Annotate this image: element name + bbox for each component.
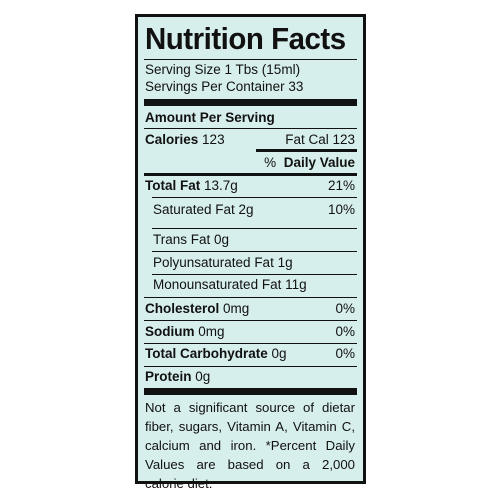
footnote-line: Values are based on a 2,000	[145, 457, 355, 472]
sodium-label: Sodium	[145, 323, 195, 339]
amount-per-serving: Amount Per Serving	[145, 110, 275, 125]
total-fat-label: Total Fat	[145, 177, 201, 193]
carbohydrate-label: Total Carbohydrate	[145, 345, 268, 361]
thick-divider	[144, 99, 357, 106]
protein-row: Protein 0g	[145, 367, 355, 385]
daily-value-label: Daily Value	[283, 154, 355, 170]
total-fat-value: 13.7g	[204, 177, 238, 193]
monounsaturated-fat-row: Monounsaturated Fat 11g	[153, 275, 355, 293]
cholesterol-row: Cholesterol 0mg 0%	[145, 299, 355, 317]
divider	[152, 274, 357, 275]
calories-row: Calories 123 Fat Cal 123	[145, 130, 355, 148]
label-title: Nutrition Facts	[145, 21, 346, 56]
divider	[144, 343, 357, 344]
saturated-fat-dv: 10%	[327, 201, 355, 217]
footnote-line: calcium and iron. *Percent Daily	[145, 438, 355, 453]
footnote: Not a significant source of dietar fiber…	[145, 398, 355, 493]
serving-size: Serving Size 1 Tbs (15ml)	[145, 62, 301, 77]
nutrition-facts-panel: Nutrition Facts Serving Size 1 Tbs (15ml…	[135, 14, 366, 491]
divider	[144, 297, 357, 298]
carbohydrate-row: Total Carbohydrate 0g 0%	[145, 344, 355, 362]
footnote-line: calorie diet.	[145, 476, 213, 491]
divider	[152, 251, 357, 252]
saturated-fat: Saturated Fat 2g	[153, 201, 254, 217]
percent-sign: %	[264, 154, 277, 170]
divider	[144, 173, 357, 176]
polyunsaturated-fat: Polyunsaturated Fat 1g	[153, 254, 293, 270]
footnote-line: fiber, sugars, Vitamin A, Vitamin C,	[145, 419, 355, 434]
total-fat-row: Total Fat 13.7g 21%	[145, 176, 355, 194]
calories-value: 123	[202, 131, 225, 147]
sodium-value: 0mg	[198, 323, 225, 339]
daily-value-header: % Daily Value	[145, 153, 355, 171]
calories-label: Calories	[145, 131, 199, 147]
thick-divider	[144, 388, 357, 395]
carbohydrate-dv: 0%	[335, 345, 355, 361]
divider	[144, 320, 357, 321]
footnote-line: Not a significant source of dietar	[145, 400, 355, 415]
saturated-fat-row: Saturated Fat 2g 10%	[153, 200, 355, 218]
fat-calories: Fat Cal 123	[285, 131, 355, 147]
divider	[144, 128, 357, 129]
carbohydrate-value: 0g	[271, 345, 287, 361]
sodium-dv: 0%	[335, 323, 355, 339]
polyunsaturated-fat-row: Polyunsaturated Fat 1g	[153, 253, 355, 271]
sodium-row: Sodium 0mg 0%	[145, 322, 355, 340]
protein-label: Protein	[145, 368, 192, 384]
trans-fat-row: Trans Fat 0g	[153, 230, 355, 248]
divider	[144, 59, 357, 60]
cholesterol-value: 0mg	[223, 300, 250, 316]
total-fat-dv: 21%	[327, 177, 355, 193]
servings-per-container: Servings Per Container 33	[145, 79, 304, 94]
divider	[144, 366, 357, 367]
monounsaturated-fat: Monounsaturated Fat 11g	[153, 276, 307, 292]
divider	[152, 197, 357, 198]
cholesterol-dv: 0%	[335, 300, 355, 316]
divider	[256, 149, 357, 152]
trans-fat: Trans Fat 0g	[153, 231, 230, 247]
divider	[152, 228, 357, 229]
cholesterol-label: Cholesterol	[145, 300, 220, 316]
protein-value: 0g	[195, 368, 211, 384]
